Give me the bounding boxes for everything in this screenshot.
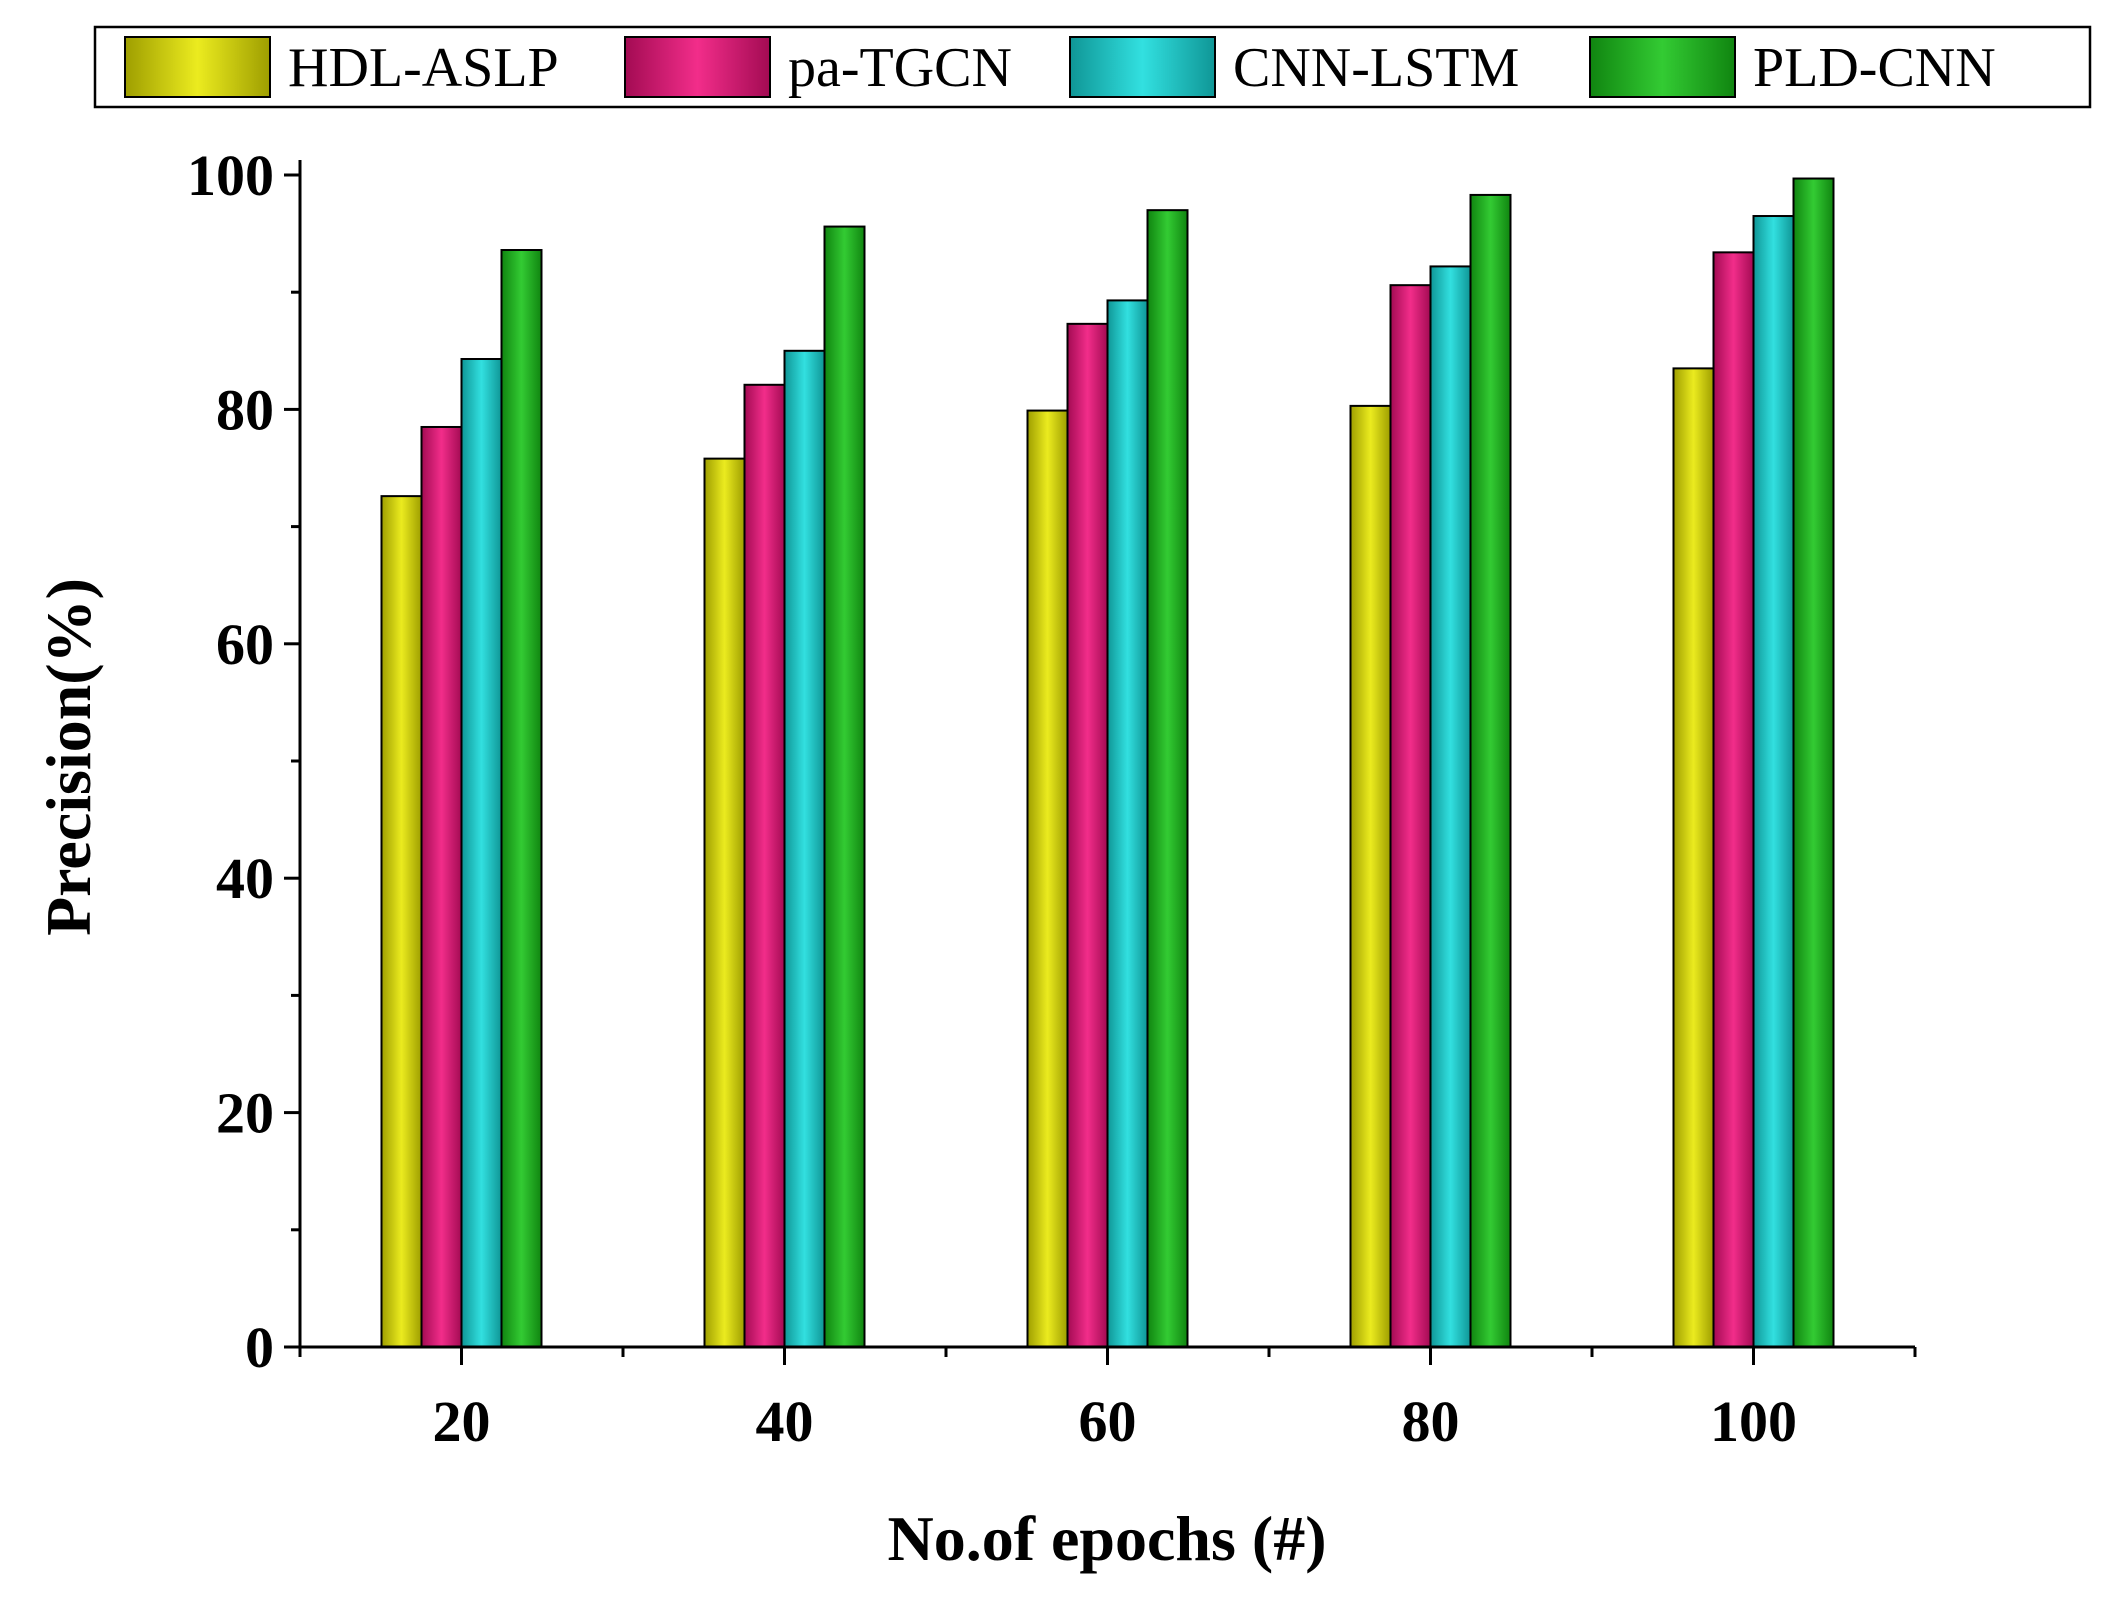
bar-cnn-lstm-40	[783, 349, 826, 1348]
x-axis-title: No.of epochs (#)	[887, 1503, 1326, 1574]
legend-label-hdl-aslp: HDL-ASLP	[288, 37, 559, 99]
bar-pa-tgcn-100	[1712, 251, 1755, 1348]
bar-pld-cnn-100	[1792, 177, 1835, 1349]
bar-pa-tgcn-80	[1389, 284, 1432, 1349]
legend-swatch-cnn-lstm	[1069, 36, 1216, 98]
legend-swatch-pa-tgcn	[624, 36, 771, 98]
bar-cnn-lstm-80	[1429, 265, 1472, 1348]
bar-pld-cnn-20	[500, 249, 543, 1348]
bar-pld-cnn-60	[1146, 209, 1189, 1348]
bar-cnn-lstm-60	[1106, 299, 1149, 1348]
x-tick-label: 80	[1402, 1389, 1460, 1454]
bar-hdl-aslp-80	[1349, 404, 1392, 1349]
bar-pa-tgcn-40	[743, 383, 786, 1348]
legend: HDL-ASLP pa-TGCN CNN-LSTM PLD-CNN	[93, 25, 2092, 109]
legend-label-pld-cnn: PLD-CNN	[1753, 37, 1996, 99]
legend-swatch-pld-cnn	[1589, 36, 1736, 98]
y-tick-label: 20	[216, 1081, 274, 1146]
x-tick-label: 100	[1710, 1389, 1797, 1454]
y-axis-title: Precision(%)	[33, 578, 104, 936]
legend-swatch-hdl-aslp	[124, 36, 271, 98]
y-tick-label: 0	[245, 1315, 274, 1380]
y-tick-label: 40	[216, 846, 274, 911]
bar-hdl-aslp-60	[1026, 409, 1069, 1348]
bar-cnn-lstm-20	[460, 358, 503, 1348]
plot-area: 0 20 40 60 80 100 20 40 60 80 100	[187, 143, 1917, 1454]
bar-hdl-aslp-100	[1672, 367, 1715, 1348]
bar-pld-cnn-40	[823, 225, 866, 1348]
bar-pld-cnn-80	[1469, 193, 1512, 1349]
x-tick-label: 60	[1079, 1389, 1137, 1454]
legend-label-pa-tgcn: pa-TGCN	[788, 37, 1012, 99]
bar-cnn-lstm-100	[1752, 215, 1795, 1348]
bar-pa-tgcn-20	[420, 425, 463, 1349]
y-tick-label: 80	[216, 377, 274, 442]
bar-hdl-aslp-40	[703, 457, 746, 1348]
x-tick-label: 20	[433, 1389, 491, 1454]
y-tick-label: 100	[187, 143, 274, 208]
x-tick-label: 40	[756, 1389, 814, 1454]
bar-pa-tgcn-60	[1066, 322, 1109, 1348]
bar-hdl-aslp-20	[380, 495, 423, 1348]
y-tick-label: 60	[216, 612, 274, 677]
legend-label-cnn-lstm: CNN-LSTM	[1233, 37, 1519, 99]
